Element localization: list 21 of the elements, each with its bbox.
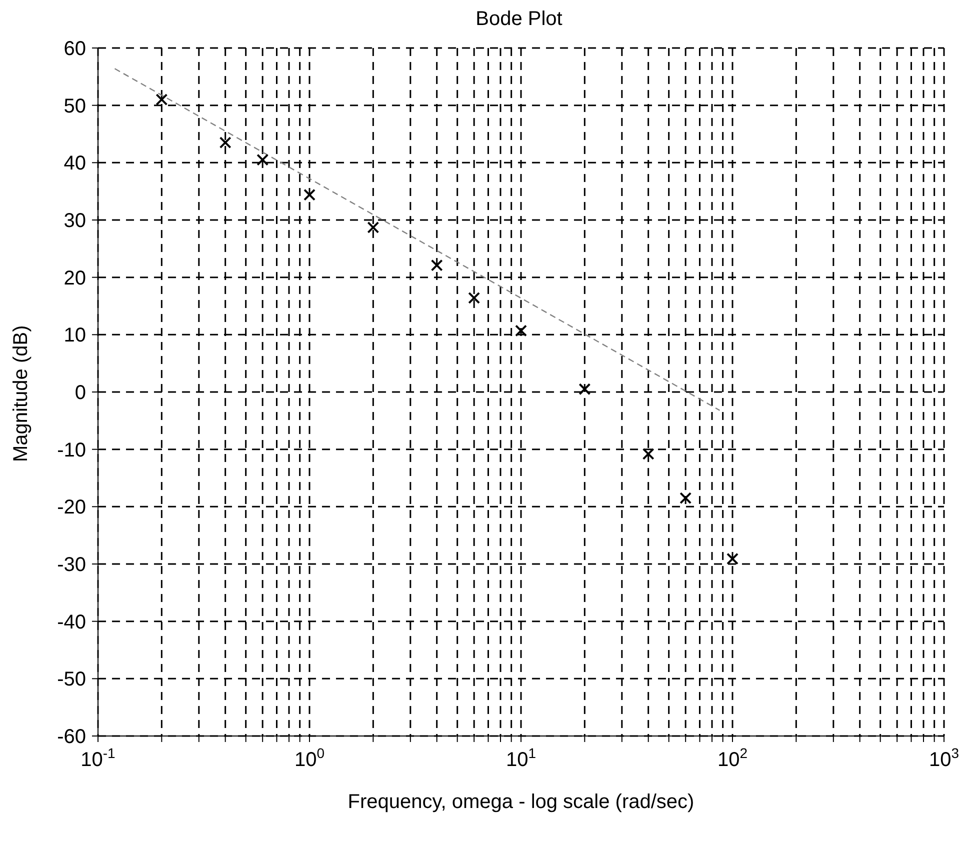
x-tick-label: 10$^{-1}$ [80, 745, 116, 771]
y-axis-title: Magnitude (dB) [10, 325, 32, 462]
y-tick-label: -10 [57, 439, 86, 462]
y-tick-label: 0 [74, 382, 86, 404]
y-tick-label: 20 [64, 267, 86, 290]
x-tick-label: 10$^{1}$ [506, 745, 536, 771]
chart-title: Bode Plot [474, 8, 564, 32]
y-tick-label: 40 [64, 152, 86, 175]
x-axis-title: Frequency, omega - log scale (rad/sec) [348, 791, 694, 813]
y-tick-label: -40 [57, 611, 86, 634]
x-tick-label: 10$^{2}$ [717, 745, 748, 771]
y-tick-label: 60 [64, 38, 86, 60]
x-tick-label: 10$^{3}$ [928, 745, 960, 771]
y-tick-label: 10 [64, 324, 86, 347]
y-tick-label: -20 [57, 496, 86, 519]
y-tick-label: -30 [57, 554, 86, 576]
y-tick-label: -50 [57, 668, 86, 691]
x-tick-label: 10$^{0}$ [294, 745, 325, 771]
y-tick-label: 30 [64, 210, 86, 232]
y-tick-label: 50 [64, 95, 86, 118]
y-tick-label: -60 [57, 726, 86, 748]
